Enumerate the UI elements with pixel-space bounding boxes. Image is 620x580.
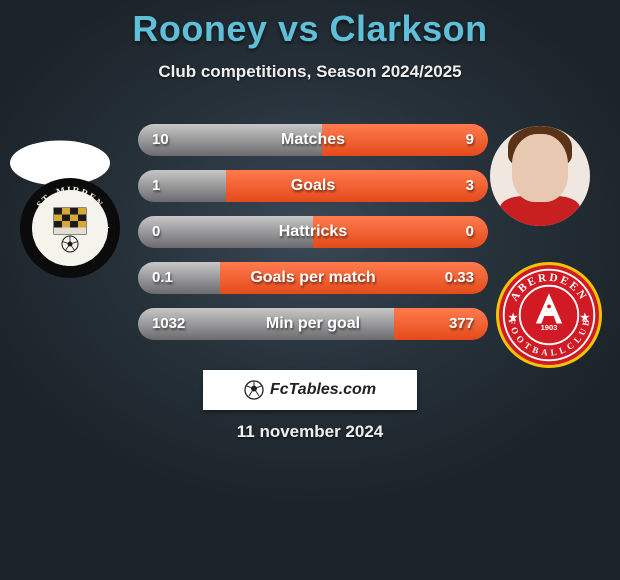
subtitle: Club competitions, Season 2024/2025	[0, 62, 620, 82]
club-right-year: 1903	[541, 323, 558, 332]
stat-label: Hattricks	[138, 216, 488, 248]
date-label: 11 november 2024	[0, 422, 620, 442]
page-title: Rooney vs Clarkson	[0, 8, 620, 50]
stat-value-right: 9	[466, 124, 474, 156]
source-logo-text: FcTables.com	[270, 381, 376, 399]
svg-text:★: ★	[101, 223, 111, 235]
stats-table: 10Matches9 1Goals3 0Hattricks0 0.1Goals per…	[138, 124, 488, 354]
svg-text:★: ★	[31, 223, 41, 235]
stat-row: 1Goals3	[138, 170, 488, 202]
player-left-name: Rooney	[132, 8, 267, 49]
club-badge-right: ABERDEEN F O O T B A L L C L U B ★ ★ 190…	[496, 262, 602, 368]
player-right-photo	[490, 126, 590, 226]
svg-text:★: ★	[579, 311, 590, 325]
stat-label: Goals per match	[138, 262, 488, 294]
stat-value-right: 377	[449, 308, 474, 340]
stat-row: 0Hattricks0	[138, 216, 488, 248]
stat-value-right: 0.33	[445, 262, 474, 294]
club-badge-left: ST. MIRREN F O O T B A L L C L U B	[20, 178, 120, 278]
football-icon	[244, 380, 264, 400]
stat-label: Goals	[138, 170, 488, 202]
svg-text:★: ★	[507, 311, 518, 325]
stat-row: 1032Min per goal377	[138, 308, 488, 340]
stat-value-right: 0	[466, 216, 474, 248]
stat-value-right: 3	[466, 170, 474, 202]
stat-row: 0.1Goals per match0.33	[138, 262, 488, 294]
player-right-name: Clarkson	[330, 8, 488, 49]
stat-row: 10Matches9	[138, 124, 488, 156]
stat-label: Matches	[138, 124, 488, 156]
stat-label: Min per goal	[138, 308, 488, 340]
vs-label: vs	[278, 8, 319, 49]
source-logo: FcTables.com	[203, 370, 417, 410]
comparison-card: Rooney vs Clarkson Club competitions, Se…	[0, 0, 620, 580]
